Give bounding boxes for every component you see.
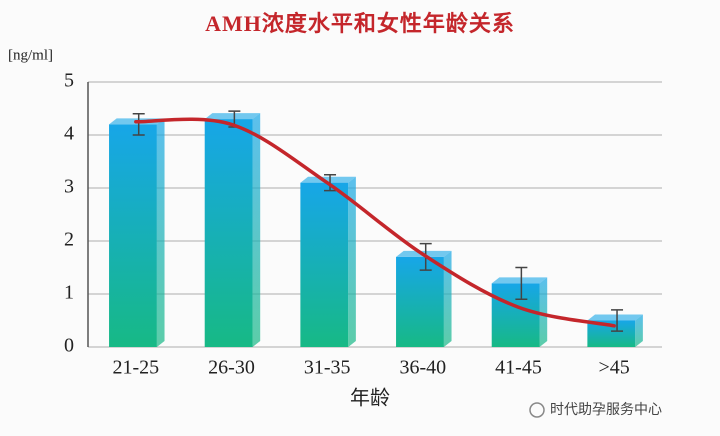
x-tick-label: 26-30	[208, 357, 255, 379]
bar-side	[156, 118, 165, 348]
x-tick-label: 36-40	[399, 357, 446, 379]
x-tick-label: 41-45	[495, 357, 542, 379]
y-tick-label: 5	[64, 70, 74, 92]
bar	[204, 119, 253, 347]
y-tick-label: 0	[64, 335, 74, 357]
bar-top	[491, 277, 548, 284]
x-tick-label: 31-35	[304, 357, 351, 379]
bar	[491, 283, 540, 347]
bar-side	[348, 176, 356, 347]
error-bar	[515, 266, 528, 301]
error-bar	[132, 113, 145, 136]
watermark: 时代助孕服务中心	[550, 402, 662, 418]
bar	[109, 124, 157, 348]
y-tick-label: 4	[64, 123, 74, 145]
bar	[300, 182, 349, 347]
x-axis-label: 年龄	[350, 387, 390, 410]
x-tick-label: >45	[599, 357, 630, 379]
y-tick-label: 2	[64, 229, 74, 251]
y-axis-label: [ng/ml]	[8, 47, 53, 63]
bar-top	[204, 113, 261, 120]
watermark-icon	[529, 402, 545, 418]
bar-side	[443, 250, 452, 347]
chart-title: AMH浓度水平和女性年龄关系	[205, 11, 515, 36]
bar-side	[252, 113, 261, 347]
bar	[396, 256, 444, 347]
error-bar	[611, 309, 624, 332]
bar-top	[300, 176, 356, 183]
bar-side	[635, 314, 643, 347]
bar-top	[587, 314, 643, 321]
y-tick-label: 3	[64, 176, 74, 198]
y-tick-label: 1	[64, 282, 74, 304]
bar-side	[539, 277, 548, 347]
x-tick-label: 21-25	[112, 357, 159, 379]
trend-line	[134, 117, 616, 328]
